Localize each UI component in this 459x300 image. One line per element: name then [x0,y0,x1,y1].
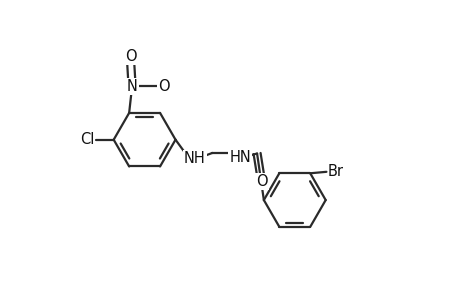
Text: NH: NH [184,151,205,166]
Text: HN: HN [229,150,251,165]
Text: O: O [256,174,267,189]
Text: O: O [124,49,136,64]
Text: O: O [158,79,169,94]
Text: Cl: Cl [80,132,95,147]
Text: Br: Br [327,164,343,179]
Text: N: N [126,79,137,94]
